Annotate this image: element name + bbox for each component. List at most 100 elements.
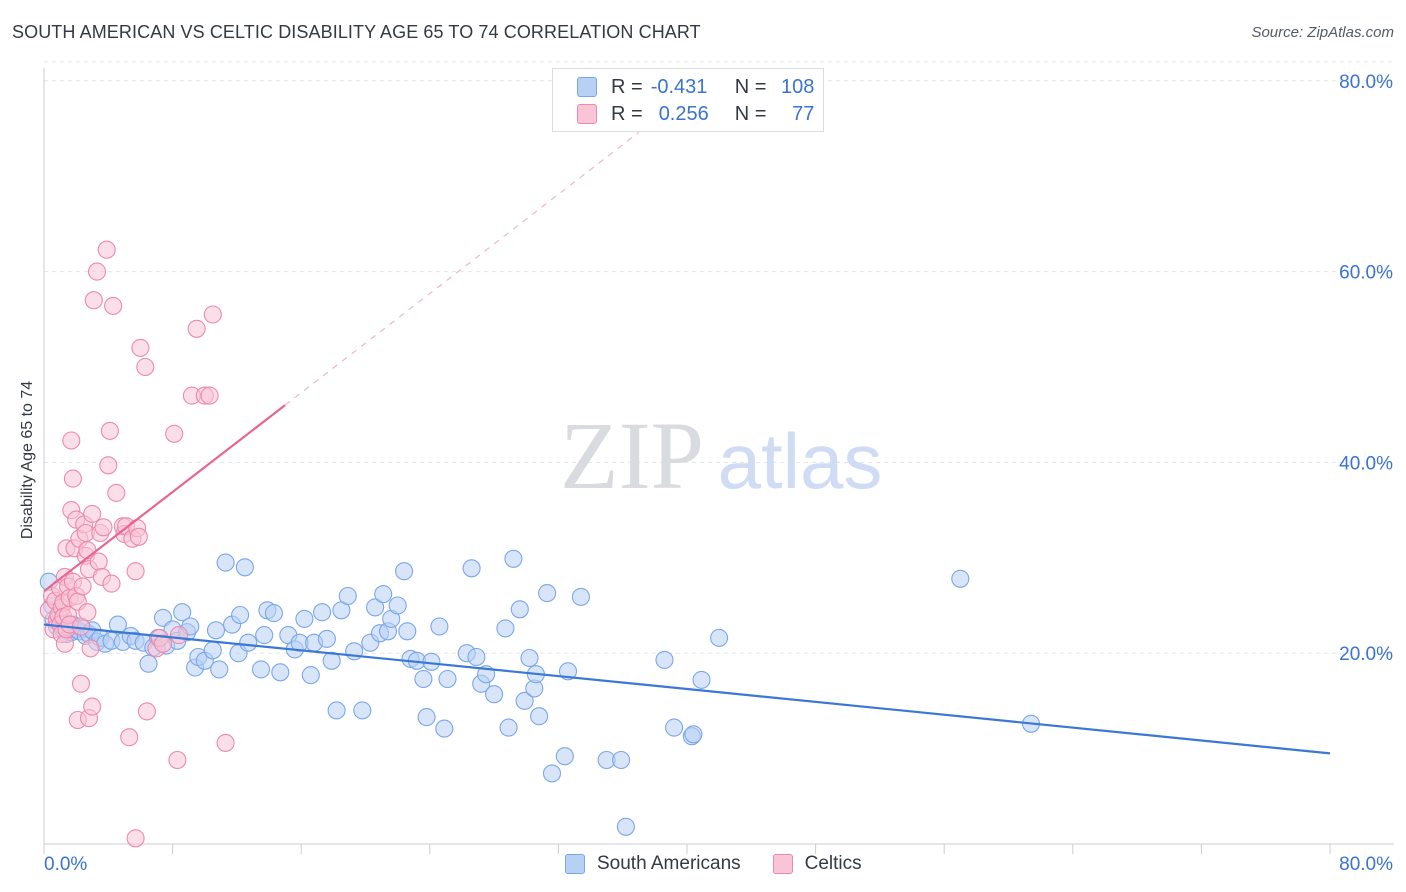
south-americans-point <box>210 660 229 679</box>
celtics-point <box>126 829 145 848</box>
celtics-point <box>169 626 189 645</box>
south-americans-point <box>108 615 127 634</box>
celtics-point <box>104 296 123 315</box>
celtics-point <box>62 431 81 450</box>
celtics-point <box>87 262 107 281</box>
celtics-point <box>71 674 91 693</box>
celtics-point <box>78 603 97 622</box>
celtics-point <box>200 386 219 405</box>
celtics-trend-line <box>43 404 286 593</box>
celtics-point <box>126 562 145 581</box>
legend-item-south-americans[interactable]: South Americans <box>565 853 741 875</box>
celtics-swatch <box>577 104 597 124</box>
south-americans-point <box>542 764 562 783</box>
tick-labels: 80.0% 60.0% 40.0% 20.0% 0.0% 80.0% <box>44 72 1393 875</box>
r-value: -0.431 <box>650 75 708 98</box>
celtics-point <box>136 357 155 377</box>
watermark-atlas: atlas <box>718 417 883 505</box>
south-americans-point <box>173 603 192 622</box>
axes <box>43 68 1394 854</box>
celtics-point <box>129 527 148 546</box>
y-tick-label: 20.0% <box>1339 644 1393 665</box>
south-americans-point <box>255 626 274 645</box>
south-americans-point <box>203 641 222 660</box>
celtics-point <box>165 424 184 443</box>
source-label: Source: ZipAtlas.com <box>1251 24 1394 41</box>
celtics-point <box>131 338 150 357</box>
south-americans-point <box>467 647 486 667</box>
south-americans-point <box>485 685 504 704</box>
r-label: R = <box>611 102 643 125</box>
south-americans-point <box>374 585 393 604</box>
celtics-point <box>84 291 103 310</box>
south-americans-point <box>235 558 254 577</box>
south-americans-point <box>504 549 523 568</box>
n-value: 77 <box>792 102 815 125</box>
south-americans-point <box>414 669 433 689</box>
celtics-point <box>216 733 235 752</box>
south-americans-point <box>496 619 515 638</box>
south-americans-point <box>616 817 635 836</box>
south-americans-point <box>435 719 454 738</box>
south-americans-point <box>499 718 518 737</box>
celtics-point <box>203 305 222 324</box>
south-americans-point <box>692 670 711 689</box>
celtics-point <box>137 702 156 721</box>
south-americans-point <box>395 562 414 581</box>
south-americans-point <box>417 708 436 727</box>
n-value: 108 <box>781 75 815 98</box>
chart-title: SOUTH AMERICAN VS CELTIC DISABILITY AGE … <box>12 22 701 42</box>
r-value: 0.256 <box>658 102 709 125</box>
south-americans-point <box>353 701 372 720</box>
south-americans-point <box>684 725 703 744</box>
celtics-point <box>153 634 173 653</box>
celtics-point <box>89 552 108 571</box>
data-points <box>39 240 1041 848</box>
watermark: ZIP atlas <box>560 402 882 509</box>
south-americans-point <box>520 648 539 668</box>
south-americans-point <box>264 604 283 623</box>
y-axis-label: Disability Age 65 to 74 <box>19 380 36 540</box>
celtics-point <box>168 750 187 770</box>
celtics-point <box>94 518 113 537</box>
south-americans-point <box>398 622 417 641</box>
south-americans-point <box>388 596 407 615</box>
celtics-point <box>187 319 206 338</box>
y-tick-label: 60.0% <box>1339 263 1393 284</box>
series-legend: South Americans Celtics <box>565 851 894 877</box>
legend-item-celtics[interactable]: Celtics <box>772 853 862 875</box>
south-americans-point <box>430 617 449 636</box>
south-americans-point <box>295 609 314 628</box>
south-americans-point <box>271 663 290 682</box>
celtics-point <box>120 728 139 747</box>
celtics-point <box>81 639 100 658</box>
celtics-trend-extension <box>284 131 640 406</box>
legend-label: Celtics <box>804 853 862 874</box>
south-americans-point <box>206 621 226 640</box>
r-label: R = <box>611 75 643 98</box>
n-label: N = <box>734 102 767 125</box>
x-tick-label-min: 0.0% <box>44 854 87 875</box>
south-americans-point <box>317 629 336 648</box>
south-americans-point <box>710 628 729 647</box>
y-axis-label-container: Disability Age 65 to 74 <box>4 300 52 620</box>
south-americans-point <box>951 569 970 588</box>
south-americans-point <box>139 654 158 673</box>
south-americans-point <box>239 633 258 652</box>
south-americans-point <box>231 605 250 625</box>
south-americans-point <box>510 600 529 619</box>
n-label: N = <box>734 75 767 98</box>
south-americans-swatch <box>577 77 597 97</box>
south-americans-point <box>555 747 574 766</box>
south-americans-point <box>327 701 346 720</box>
celtics-point <box>97 240 116 259</box>
watermark-zip: ZIP <box>560 402 704 509</box>
south-americans-point <box>571 587 590 606</box>
celtics-point <box>100 421 119 440</box>
south-americans-point <box>665 718 684 737</box>
south-americans-point <box>438 669 457 689</box>
stats-legend-row-south-americans: R = -0.431 N = 108 <box>577 75 814 99</box>
south-americans-point <box>462 559 481 578</box>
south-americans-trend-line <box>43 623 1331 755</box>
